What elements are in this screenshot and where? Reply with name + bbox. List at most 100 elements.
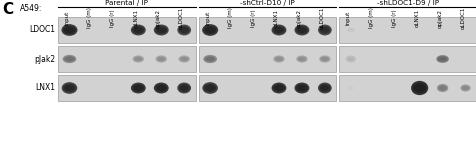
Ellipse shape xyxy=(178,55,189,63)
Ellipse shape xyxy=(320,27,328,33)
Ellipse shape xyxy=(274,27,283,33)
Text: αLNX1: αLNX1 xyxy=(133,9,138,27)
Bar xyxy=(338,17,476,43)
Ellipse shape xyxy=(63,84,76,92)
Bar xyxy=(58,17,195,43)
Ellipse shape xyxy=(156,56,166,62)
Text: αLDOC1: αLDOC1 xyxy=(319,7,324,29)
Ellipse shape xyxy=(179,27,188,33)
Text: αLNX1: αLNX1 xyxy=(414,9,419,27)
Ellipse shape xyxy=(295,84,307,92)
Ellipse shape xyxy=(178,26,189,34)
Text: IgG (r): IgG (r) xyxy=(250,9,256,27)
Ellipse shape xyxy=(294,25,309,35)
Bar xyxy=(198,46,336,72)
Ellipse shape xyxy=(132,26,144,34)
Ellipse shape xyxy=(460,85,469,91)
Ellipse shape xyxy=(132,84,144,92)
Ellipse shape xyxy=(63,26,76,34)
Text: IgG (m): IgG (m) xyxy=(87,8,92,28)
Ellipse shape xyxy=(61,82,77,94)
Text: Parental / IP: Parental / IP xyxy=(105,0,148,6)
Ellipse shape xyxy=(319,56,329,62)
Ellipse shape xyxy=(202,82,218,94)
Ellipse shape xyxy=(206,57,214,61)
Text: Input: Input xyxy=(205,11,210,25)
Ellipse shape xyxy=(157,27,165,33)
Text: IgG (m): IgG (m) xyxy=(228,8,233,28)
Ellipse shape xyxy=(179,56,188,62)
Ellipse shape xyxy=(274,56,283,62)
Ellipse shape xyxy=(180,57,187,61)
Ellipse shape xyxy=(414,84,424,92)
Ellipse shape xyxy=(65,27,74,33)
Ellipse shape xyxy=(297,56,306,62)
Ellipse shape xyxy=(157,85,165,91)
Text: αpJak2: αpJak2 xyxy=(296,9,301,28)
Ellipse shape xyxy=(64,56,75,62)
Ellipse shape xyxy=(410,81,427,95)
Ellipse shape xyxy=(132,55,144,63)
Ellipse shape xyxy=(436,55,448,63)
Ellipse shape xyxy=(459,84,470,92)
Ellipse shape xyxy=(412,83,426,93)
Ellipse shape xyxy=(317,82,331,93)
Text: αLDOC1: αLDOC1 xyxy=(179,7,184,29)
Ellipse shape xyxy=(179,85,188,91)
Ellipse shape xyxy=(296,55,307,63)
Ellipse shape xyxy=(203,55,217,63)
Bar xyxy=(58,75,195,101)
Ellipse shape xyxy=(205,85,214,91)
Ellipse shape xyxy=(202,24,218,36)
Ellipse shape xyxy=(319,26,330,34)
Ellipse shape xyxy=(155,84,167,92)
Ellipse shape xyxy=(320,85,328,91)
Ellipse shape xyxy=(273,55,284,63)
Ellipse shape xyxy=(436,56,446,62)
Ellipse shape xyxy=(438,86,445,90)
Ellipse shape xyxy=(272,26,284,34)
Ellipse shape xyxy=(319,84,330,92)
Ellipse shape xyxy=(203,26,216,34)
Ellipse shape xyxy=(347,28,353,32)
Ellipse shape xyxy=(153,82,169,93)
Text: Input: Input xyxy=(64,11,69,25)
Ellipse shape xyxy=(204,56,215,62)
Bar xyxy=(338,46,476,72)
Ellipse shape xyxy=(297,27,306,33)
Ellipse shape xyxy=(346,56,354,62)
Text: αpJak2: αpJak2 xyxy=(156,9,161,28)
Ellipse shape xyxy=(438,57,446,61)
Ellipse shape xyxy=(437,85,446,91)
Ellipse shape xyxy=(61,24,77,36)
Ellipse shape xyxy=(133,56,143,62)
Ellipse shape xyxy=(153,25,169,35)
Ellipse shape xyxy=(203,84,216,92)
Ellipse shape xyxy=(271,82,286,93)
Text: A549:: A549: xyxy=(20,4,42,13)
Bar xyxy=(198,75,336,101)
Ellipse shape xyxy=(177,25,191,35)
Text: IgG (m): IgG (m) xyxy=(368,8,373,28)
Text: αLDOC1: αLDOC1 xyxy=(459,7,465,29)
Text: Input: Input xyxy=(345,11,350,25)
Text: LDOC1: LDOC1 xyxy=(29,26,55,34)
Ellipse shape xyxy=(294,82,309,93)
Ellipse shape xyxy=(461,86,467,90)
Text: C: C xyxy=(2,2,13,17)
Ellipse shape xyxy=(346,28,354,32)
Bar xyxy=(58,46,195,72)
Ellipse shape xyxy=(345,55,355,63)
Text: LNX1: LNX1 xyxy=(35,83,55,93)
Ellipse shape xyxy=(135,57,141,61)
Ellipse shape xyxy=(272,84,284,92)
Bar xyxy=(338,75,476,101)
Ellipse shape xyxy=(321,57,327,61)
Ellipse shape xyxy=(177,82,191,93)
Text: αpJak2: αpJak2 xyxy=(436,9,442,28)
Ellipse shape xyxy=(271,25,286,35)
Text: IgG (r): IgG (r) xyxy=(391,9,396,27)
Ellipse shape xyxy=(178,84,189,92)
Ellipse shape xyxy=(134,27,142,33)
Ellipse shape xyxy=(318,55,330,63)
